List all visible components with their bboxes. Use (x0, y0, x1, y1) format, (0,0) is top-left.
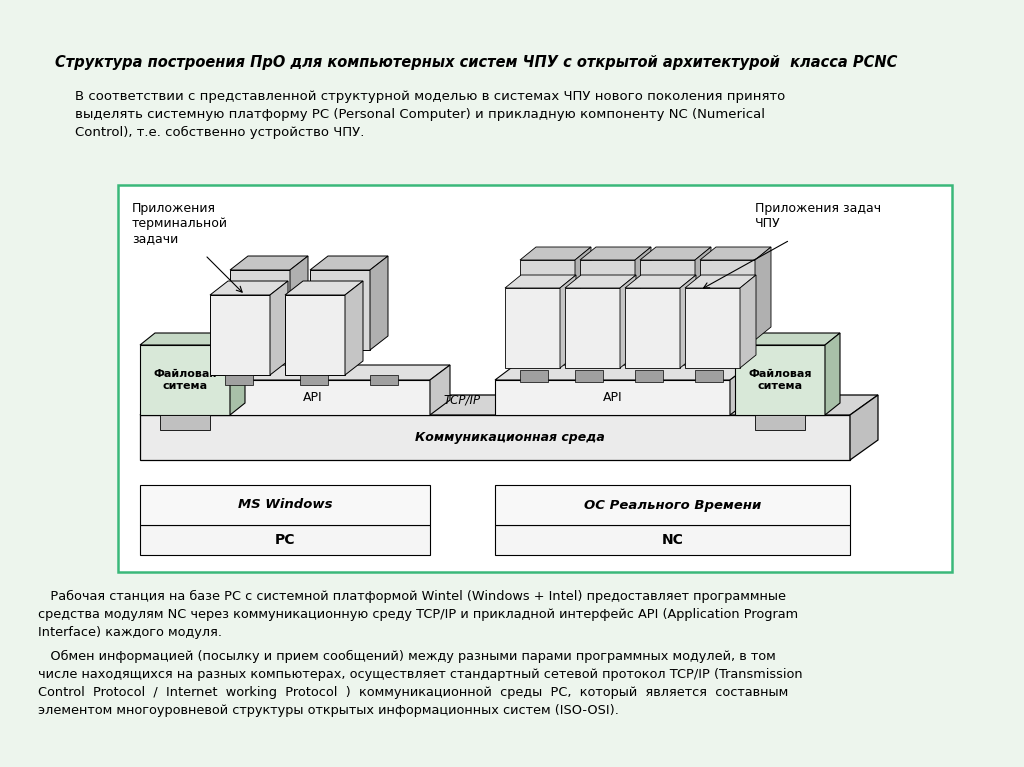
Polygon shape (345, 281, 362, 375)
Polygon shape (635, 247, 651, 340)
Polygon shape (495, 365, 750, 380)
Polygon shape (285, 281, 362, 295)
Polygon shape (210, 295, 270, 375)
Polygon shape (640, 260, 695, 340)
Polygon shape (195, 365, 450, 380)
Polygon shape (640, 247, 711, 260)
Text: Приложения задач
ЧПУ: Приложения задач ЧПУ (755, 202, 881, 230)
Polygon shape (730, 365, 750, 415)
Polygon shape (495, 380, 730, 415)
Polygon shape (505, 275, 575, 288)
Polygon shape (565, 288, 620, 368)
Polygon shape (685, 275, 756, 288)
Bar (520, 370, 548, 382)
Text: Обмен информацией (посылку и прием сообщений) между разными парами программных м: Обмен информацией (посылку и прием сообщ… (38, 650, 803, 717)
Bar (370, 375, 398, 385)
Polygon shape (680, 275, 696, 368)
Polygon shape (735, 333, 840, 345)
Polygon shape (505, 288, 560, 368)
Polygon shape (520, 260, 575, 340)
Polygon shape (700, 247, 771, 260)
Polygon shape (285, 295, 345, 375)
Text: Рабочая станция на базе РС с системной платформой Wintel (Windows + Intel) предо: Рабочая станция на базе РС с системной п… (38, 590, 798, 639)
Text: Коммуникационная среда: Коммуникационная среда (415, 431, 605, 444)
Bar (635, 370, 663, 382)
Polygon shape (140, 415, 850, 460)
Polygon shape (430, 365, 450, 415)
Bar (495, 525, 850, 555)
Polygon shape (290, 256, 308, 350)
Bar (695, 370, 723, 382)
Bar (300, 375, 328, 385)
Polygon shape (740, 275, 756, 368)
Text: TCP/IP: TCP/IP (443, 393, 480, 407)
Polygon shape (310, 270, 370, 350)
Polygon shape (560, 275, 575, 368)
Bar (575, 370, 603, 382)
Text: Структура построения ПрО для компьютерных систем ЧПУ с открытой архитектурой  кл: Структура построения ПрО для компьютерны… (55, 55, 897, 70)
Polygon shape (230, 333, 245, 415)
Text: Файловая
ситема: Файловая ситема (749, 369, 812, 391)
Polygon shape (580, 247, 651, 260)
Text: Приложения
терминальной
задачи: Приложения терминальной задачи (132, 202, 228, 245)
Bar (225, 375, 253, 385)
Bar (140, 485, 430, 525)
Polygon shape (520, 247, 591, 260)
Text: Файловая
ситема: Файловая ситема (154, 369, 217, 391)
Bar (118, 185, 952, 572)
Polygon shape (625, 275, 696, 288)
Text: ОС Реального Времени: ОС Реального Времени (584, 499, 761, 512)
Bar (160, 415, 210, 430)
Polygon shape (565, 275, 636, 288)
Text: MS Windows: MS Windows (238, 499, 332, 512)
Polygon shape (735, 345, 825, 415)
Text: В соответствии с представленной структурной моделью в системах ЧПУ нового поколе: В соответствии с представленной структур… (75, 90, 785, 139)
Polygon shape (310, 256, 388, 270)
Bar (140, 525, 430, 555)
Polygon shape (685, 288, 740, 368)
Polygon shape (700, 260, 755, 340)
Polygon shape (370, 256, 388, 350)
Polygon shape (140, 333, 245, 345)
Polygon shape (580, 260, 635, 340)
Polygon shape (270, 281, 288, 375)
Polygon shape (620, 275, 636, 368)
Polygon shape (140, 395, 878, 415)
Text: API: API (303, 391, 323, 404)
Polygon shape (625, 288, 680, 368)
Polygon shape (230, 270, 290, 350)
Polygon shape (230, 256, 308, 270)
Polygon shape (210, 281, 288, 295)
Polygon shape (825, 333, 840, 415)
Text: PC: PC (274, 533, 295, 547)
Polygon shape (850, 395, 878, 460)
Bar (755, 415, 805, 430)
Polygon shape (140, 345, 230, 415)
Polygon shape (695, 247, 711, 340)
Text: NC: NC (662, 533, 683, 547)
Polygon shape (755, 247, 771, 340)
Bar (495, 485, 850, 525)
Polygon shape (575, 247, 591, 340)
Polygon shape (195, 380, 430, 415)
Text: API: API (603, 391, 623, 404)
